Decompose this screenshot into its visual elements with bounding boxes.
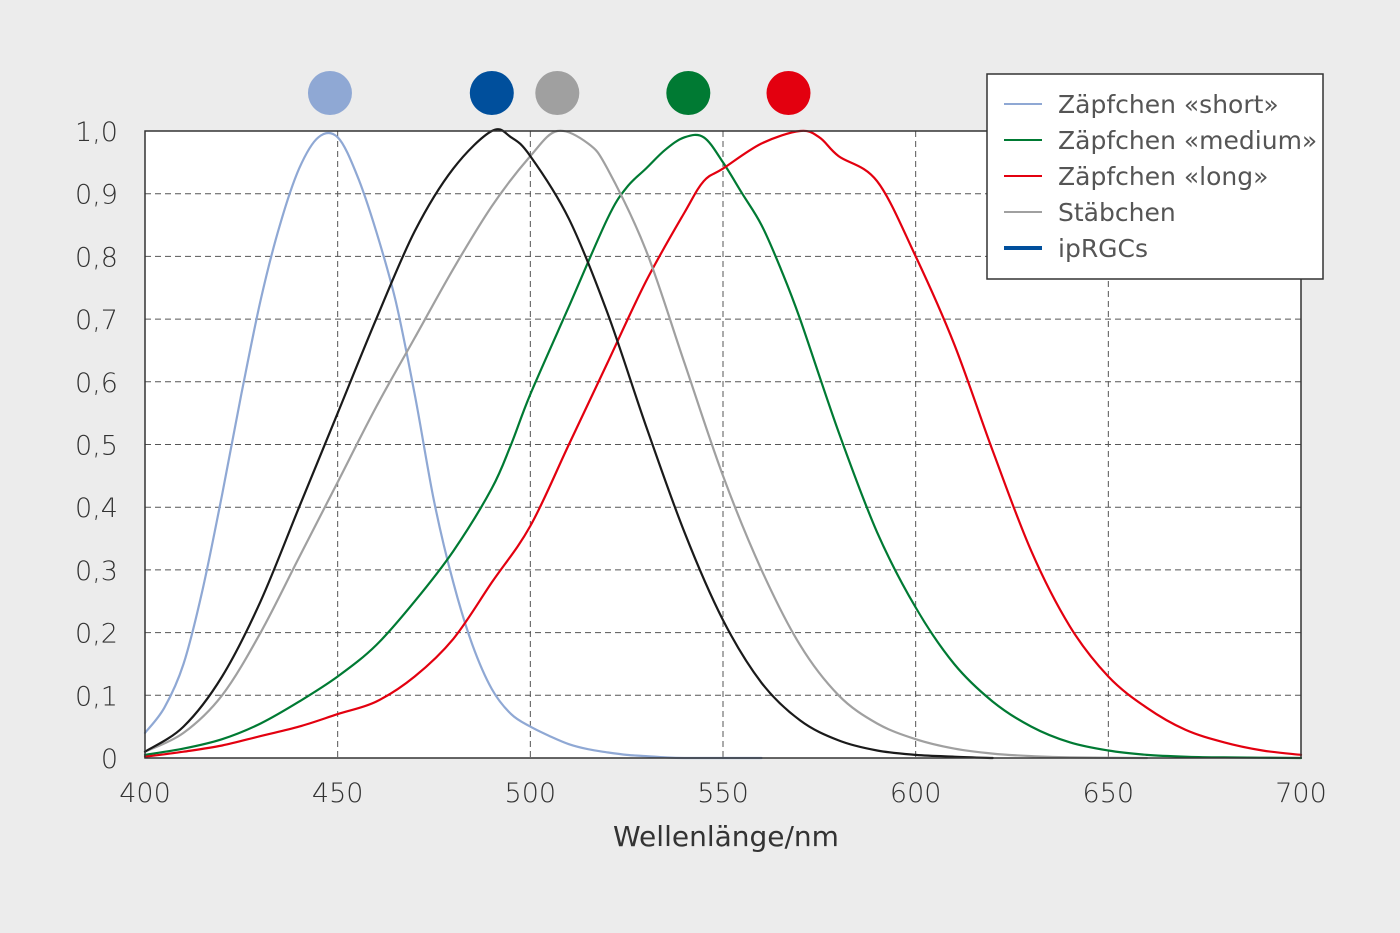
x-tick-label: 450 [312, 778, 364, 809]
x-tick-label: 700 [1275, 778, 1327, 809]
legend-label: Zäpfchen «medium» [1058, 126, 1317, 155]
y-axis-ticks: 0 0,1 0,2 0,3 0,4 0,5 0,6 0,7 0,8 0,9 1,0 [75, 117, 118, 775]
y-tick-label: 0,6 [75, 368, 118, 399]
x-tick-label: 500 [505, 778, 557, 809]
y-tick-label: 0,9 [75, 180, 118, 211]
x-tick-label: 400 [119, 778, 171, 809]
x-axis-title: Wellenlänge/nm [613, 820, 839, 853]
legend: Zäpfchen «short» Zäpfchen «medium» Zäpfche… [986, 73, 1324, 280]
x-axis-ticks: 400 450 500 550 600 650 700 [119, 778, 1327, 809]
peak-marker [666, 71, 711, 115]
series-iprgcs-line [143, 128, 994, 760]
x-tick-label: 550 [697, 778, 749, 809]
y-tick-label: 0,7 [75, 305, 118, 336]
y-tick-label: 0,5 [75, 431, 118, 462]
series-z-pfchen-short-line [143, 131, 763, 760]
legend-label: Zäpfchen «long» [1058, 162, 1268, 191]
legend-label: ipRGCs [1058, 234, 1148, 263]
peak-marker [469, 71, 514, 115]
series-layer [143, 128, 1303, 760]
legend-label: Stäbchen [1058, 198, 1176, 227]
peak-marker [766, 71, 811, 115]
series-z-pfchen-long-line [143, 129, 1303, 758]
x-tick-label: 650 [1083, 778, 1135, 809]
plot-frame [144, 130, 1302, 759]
y-tick-label: 0,2 [75, 619, 118, 650]
peak-markers [307, 71, 811, 115]
series-z-pfchen-medium-line [143, 133, 1303, 760]
y-tick-label: 0,1 [75, 681, 118, 712]
y-tick-label: 0,8 [75, 242, 118, 273]
y-tick-label: 0,3 [75, 556, 118, 587]
series-st-bchen-line [143, 129, 1148, 760]
legend-label: Zäpfchen «short» [1058, 90, 1279, 119]
peak-marker [307, 71, 352, 115]
legend-box [986, 73, 1324, 280]
y-tick-label: 1,0 [75, 117, 118, 148]
y-tick-label: 0 [101, 744, 118, 775]
peak-marker [535, 71, 580, 115]
x-tick-label: 600 [890, 778, 942, 809]
y-tick-label: 0,4 [75, 493, 118, 524]
